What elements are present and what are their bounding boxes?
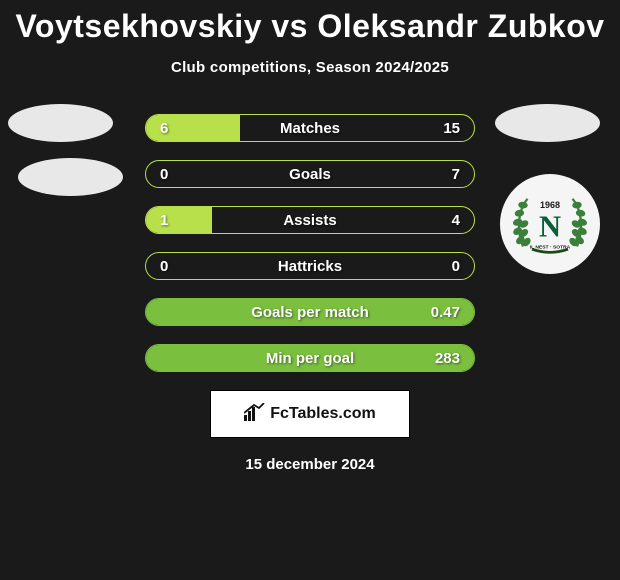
stat-row: 1Assists4: [145, 206, 475, 234]
stat-value-right: 15: [443, 120, 460, 137]
comparison-area: 1968 N IL NEST · SOTRA 6Matches150Goals7…: [0, 114, 620, 372]
footer-date: 15 december 2024: [0, 456, 620, 473]
season-subtitle: Club competitions, Season 2024/2025: [0, 59, 620, 76]
stat-label: Matches: [146, 120, 474, 137]
stat-value-right: 0: [452, 258, 460, 275]
stat-label: Goals: [146, 166, 474, 183]
stat-label: Goals per match: [146, 304, 474, 321]
stat-row: Min per goal283: [145, 344, 475, 372]
club-crest: 1968 N IL NEST · SOTRA: [505, 179, 595, 269]
player1-badge-1: [8, 104, 113, 142]
player2-badge-1: [495, 104, 600, 142]
stat-label: Min per goal: [146, 350, 474, 367]
main-container: Voytsekhovskiy vs Oleksandr Zubkov Club …: [0, 0, 620, 473]
stat-label: Assists: [146, 212, 474, 229]
branding-box[interactable]: FcTables.com: [210, 390, 410, 438]
crest-svg: 1968 N IL NEST · SOTRA: [505, 179, 595, 269]
chart-icon: [244, 403, 266, 426]
stats-bars: 6Matches150Goals71Assists40Hattricks0Goa…: [145, 114, 475, 372]
crest-subtitle: IL NEST · SOTRA: [530, 244, 571, 250]
branding-text: FcTables.com: [270, 405, 376, 423]
player1-badge-2: [18, 158, 123, 196]
stat-label: Hattricks: [146, 258, 474, 275]
stat-value-right: 0.47: [431, 304, 460, 321]
stat-row: 0Hattricks0: [145, 252, 475, 280]
stat-row: 6Matches15: [145, 114, 475, 142]
branding-inner: FcTables.com: [244, 403, 376, 426]
stat-row: Goals per match0.47: [145, 298, 475, 326]
crest-letter: N: [539, 210, 561, 244]
stat-row: 0Goals7: [145, 160, 475, 188]
stat-value-right: 7: [452, 166, 460, 183]
comparison-title: Voytsekhovskiy vs Oleksandr Zubkov: [0, 8, 620, 45]
stat-value-right: 283: [435, 350, 460, 367]
player2-club-badge: 1968 N IL NEST · SOTRA: [500, 174, 600, 274]
stat-value-right: 4: [452, 212, 460, 229]
crest-year: 1968: [540, 200, 560, 210]
